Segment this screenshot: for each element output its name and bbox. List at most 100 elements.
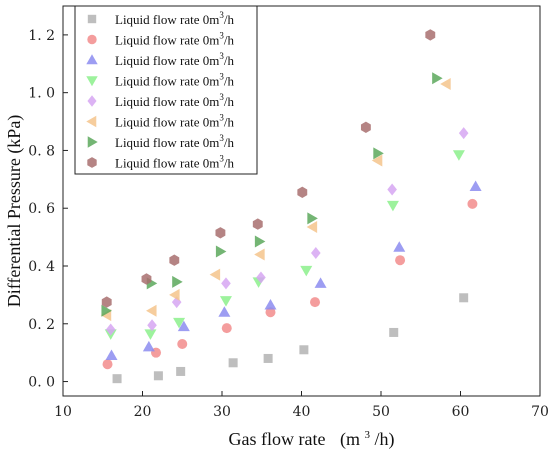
data-point [173,317,186,329]
legend-marker [86,115,97,128]
data-point [432,72,443,85]
legend-entry: Liquid flow rate 0m3/h [87,10,234,27]
y-tick-label: 0. 2 [28,317,55,333]
legend-entry: Liquid flow rate 0m3/h [87,92,234,109]
y-tick-label: 1. 0 [28,86,55,102]
legend-label-base: Liquid flow rate 0m [115,12,219,27]
data-point [102,359,113,370]
data-point [101,296,112,308]
data-point [219,296,232,307]
data-point [254,235,266,248]
data-point [221,277,231,290]
x-tick-label: 10 [54,404,72,420]
legend-label: Liquid flow rate 0m3/h [115,92,234,109]
y-axis-title: Differential Pressure (kPa) [4,115,25,308]
legend-label-base: Liquid flow rate 0m [115,33,219,48]
legend-label-base: Liquid flow rate 0m [115,94,219,109]
legend-label-sup: 3 [219,51,224,61]
data-point [373,147,384,160]
data-point [153,371,163,381]
data-point [215,227,226,239]
data-point [177,320,190,332]
legend-label-sup: 3 [219,133,224,143]
legend-entry: Liquid flow rate 0m3/h [86,72,234,89]
x-axis-title: Gas flow rate (m 3 /h) [229,422,395,450]
y-tick-label: 0. 4 [28,259,55,275]
legend-label: Liquid flow rate 0m3/h [115,113,234,130]
data-point [306,221,318,233]
data-point [389,327,399,337]
legend-label-tail: /h [224,115,235,130]
legend-label-sup: 3 [219,113,224,123]
data-point [469,180,482,192]
legend-label: Liquid flow rate 0m3/h [115,10,234,27]
series-2 [102,198,478,370]
data-point [218,306,231,317]
data-point [254,248,265,261]
data-point [105,323,116,336]
data-point [393,241,406,252]
legend-label-base: Liquid flow rate 0m [115,115,219,130]
data-point [371,154,383,167]
legend-label-tail: /h [224,94,235,109]
data-point [311,247,321,259]
legend-label-sup: 3 [219,10,224,20]
data-point [101,304,112,317]
series-8 [101,29,436,308]
x-tick-label: 30 [213,404,231,420]
x-tick-label: 60 [452,404,470,420]
data-point [360,121,371,134]
x-tick-label: 20 [134,404,152,420]
data-point [169,254,180,266]
legend-label-tail: /h [224,156,235,171]
legend-label-sup: 3 [219,31,224,41]
legend-box [74,5,258,175]
x-axis-unit-base: (m [340,429,360,450]
data-point [172,275,183,288]
data-point [176,366,186,376]
data-point [452,150,465,161]
legend-label-base: Liquid flow rate 0m [115,135,219,150]
data-point [252,218,263,230]
legend-label: Liquid flow rate 0m3/h [115,51,234,68]
legend-label-base: Liquid flow rate 0m [115,53,219,68]
data-point [142,340,155,352]
legend-label-sup: 3 [219,154,224,164]
legend-marker [86,76,98,87]
legend-label-tail: /h [224,33,235,48]
legend-marker [86,54,98,65]
x-tick-label: 50 [372,404,390,420]
legend-marker [87,157,97,168]
legend-label-base: Liquid flow rate 0m [115,74,219,89]
data-point [264,299,277,310]
y-tick-label: 0. 6 [28,201,55,217]
data-point [307,212,318,225]
legend-label-tail: /h [224,135,235,150]
data-point [209,268,221,281]
data-point [387,183,397,196]
legend-marker [87,34,97,45]
data-point [112,374,122,384]
data-point [228,358,238,368]
legend-entry: Liquid flow rate 0m3/h [86,113,234,130]
legend-entry: Liquid flow rate 0m3/h [87,31,234,48]
data-point [141,273,152,285]
legend-label-sup: 3 [219,72,224,82]
legend-marker [87,136,98,148]
data-point [105,349,118,361]
data-point [386,200,399,212]
data-point [221,323,232,334]
series-6 [100,78,451,322]
data-points [100,29,482,384]
data-point [310,297,321,308]
y-tick-label: 0. 8 [28,143,55,159]
x-tick-label: 40 [293,404,311,420]
data-point [263,353,273,363]
legend-entry: Liquid flow rate 0m3/h [87,154,234,171]
data-point [440,78,451,90]
legend-label-base: Liquid flow rate 0m [115,156,219,171]
data-point [177,339,188,349]
data-point [256,271,266,284]
